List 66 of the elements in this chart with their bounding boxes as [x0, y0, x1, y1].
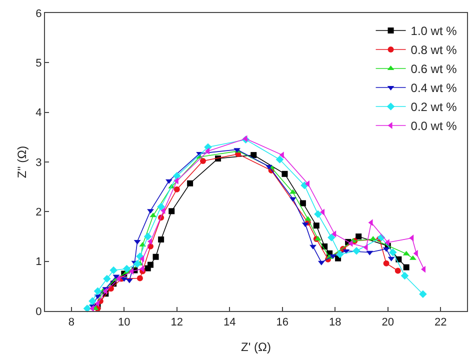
point	[110, 266, 118, 274]
x-tick-label: 18	[329, 316, 342, 328]
point	[187, 180, 194, 186]
point	[83, 304, 92, 312]
point	[122, 264, 131, 273]
point	[133, 260, 142, 268]
point	[388, 248, 397, 256]
legend-label: 0.2 wt %	[410, 100, 458, 114]
point	[332, 230, 336, 238]
y-tick-label: 5	[36, 58, 42, 70]
point	[409, 234, 414, 242]
point	[168, 208, 175, 214]
point	[152, 254, 159, 260]
point	[383, 260, 390, 266]
point	[394, 268, 401, 274]
legend-label: 0.0 wt %	[410, 119, 458, 134]
point	[250, 152, 257, 158]
point	[103, 274, 111, 283]
point	[328, 234, 336, 242]
y-tick-label: 4	[36, 107, 42, 120]
legend-label: 0.6 wt %	[410, 62, 458, 76]
point	[403, 264, 410, 270]
point	[144, 232, 152, 240]
point	[148, 262, 154, 268]
point	[330, 254, 336, 259]
y-tick-label: 3	[36, 156, 42, 169]
point	[158, 236, 164, 242]
point	[157, 202, 165, 211]
point	[89, 305, 94, 312]
x-tick-label: 8	[68, 316, 74, 328]
point	[356, 234, 362, 240]
point	[88, 297, 96, 305]
y-axis-title: Z'' (Ω)	[14, 146, 29, 178]
point	[314, 210, 322, 218]
legend-label: 0.4 wt %	[410, 81, 458, 96]
point	[304, 216, 312, 221]
point	[172, 172, 181, 180]
point	[384, 239, 390, 246]
point	[276, 156, 284, 164]
x-tick-label: 16	[276, 316, 289, 328]
point	[419, 290, 427, 298]
legend-label: 1.0 wt %	[410, 24, 458, 38]
point	[352, 247, 360, 255]
x-tick-label: 12	[170, 316, 184, 328]
point	[94, 287, 102, 296]
point	[336, 250, 344, 258]
legend-label: 0.8 wt %	[410, 43, 458, 58]
point	[147, 209, 154, 214]
point	[310, 244, 316, 250]
y-tick-label: 0	[36, 306, 42, 318]
x-tick-label: 22	[434, 316, 447, 328]
point	[313, 222, 320, 229]
point	[400, 272, 409, 280]
point	[174, 186, 180, 192]
point	[166, 179, 172, 184]
y-tick-label: 1	[36, 256, 42, 268]
x-axis-title: Z' (Ω)	[241, 340, 271, 354]
point	[300, 200, 306, 206]
point	[200, 158, 206, 164]
x-tick-label: 20	[382, 316, 394, 328]
x-tick-label: 10	[118, 316, 130, 328]
point	[282, 170, 288, 177]
x-tick-label: 14	[224, 316, 236, 328]
point	[136, 275, 143, 282]
y-tick-label: 6	[36, 8, 42, 20]
y-tick-label: 2	[36, 206, 42, 219]
